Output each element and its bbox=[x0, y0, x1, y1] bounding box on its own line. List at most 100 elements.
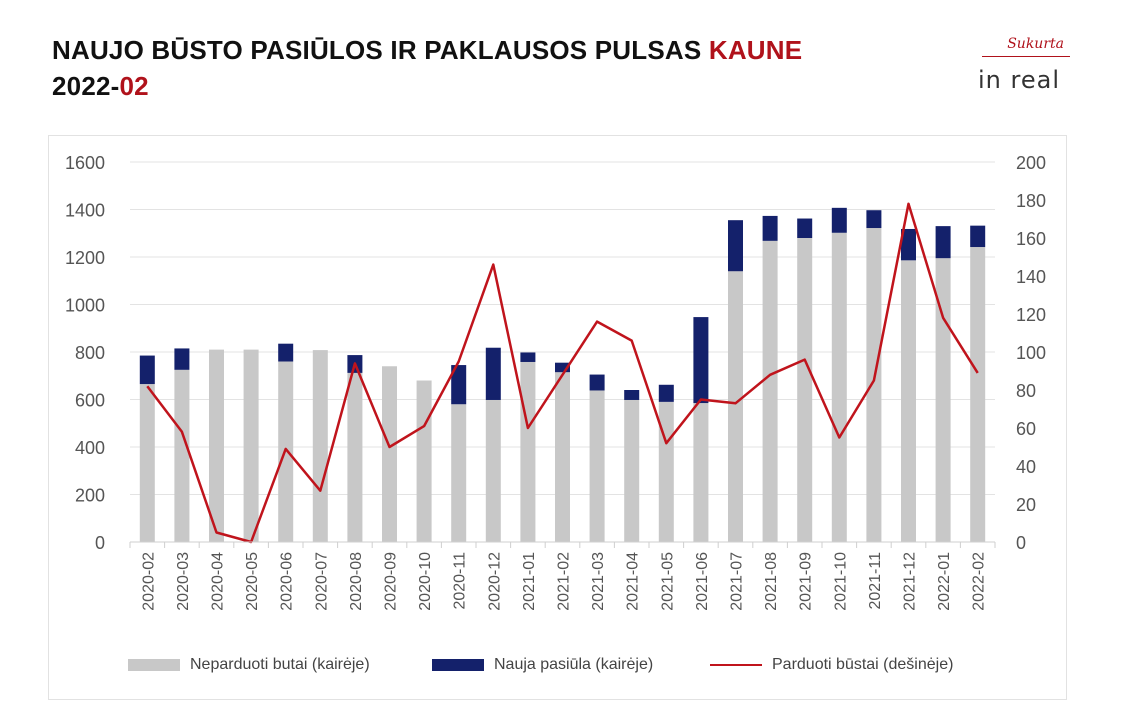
bar-unsold bbox=[555, 372, 570, 542]
bar-new-supply bbox=[866, 210, 882, 229]
bar-unsold bbox=[174, 369, 190, 542]
right-tick-label: 80 bbox=[1016, 381, 1036, 401]
bar-unsold bbox=[312, 350, 328, 542]
x-tick-label: 2020-12 bbox=[486, 552, 503, 611]
bar-new-supply bbox=[624, 390, 640, 400]
bar-unsold bbox=[485, 399, 501, 542]
bar-new-supply bbox=[728, 220, 743, 272]
bar-new-supply bbox=[174, 348, 190, 370]
x-tick-label: 2021-05 bbox=[659, 552, 676, 611]
x-tick-label: 2021-11 bbox=[867, 552, 884, 610]
bar-new-supply bbox=[901, 228, 916, 261]
bar-unsold bbox=[382, 366, 397, 542]
bar-unsold bbox=[624, 399, 640, 542]
x-tick-label: 2021-03 bbox=[590, 552, 607, 611]
bar-new-supply bbox=[935, 226, 951, 259]
legend-label-sold: Parduoti būstai (dešinėje) bbox=[772, 656, 954, 673]
x-tick-label: 2020-10 bbox=[417, 552, 434, 611]
bar-unsold bbox=[658, 401, 674, 542]
x-tick-label: 2020-03 bbox=[175, 552, 192, 611]
right-tick-label: 40 bbox=[1016, 457, 1036, 477]
x-tick-label: 2021-04 bbox=[625, 552, 642, 611]
left-tick-label: 600 bbox=[75, 391, 105, 411]
legend-label-unsold: Neparduoti butai (kairėje) bbox=[190, 656, 370, 673]
x-tick-label: 2022-01 bbox=[936, 552, 953, 611]
legend: Neparduoti butai (kairėje) Nauja pasiūla… bbox=[120, 652, 1020, 678]
title-line-2: 2022-02 bbox=[52, 68, 802, 104]
bar-unsold bbox=[866, 228, 882, 542]
bar-unsold bbox=[520, 361, 536, 542]
logo-underline bbox=[982, 56, 1070, 57]
title-month: 02 bbox=[119, 71, 149, 101]
bar-new-supply bbox=[658, 384, 674, 402]
left-tick-label: 400 bbox=[75, 438, 105, 458]
right-tick-label: 100 bbox=[1016, 343, 1046, 363]
logo-tagline: Sukurta bbox=[1007, 36, 1064, 52]
bar-new-supply bbox=[831, 207, 847, 233]
bar-unsold bbox=[762, 240, 778, 542]
title-city: KAUNE bbox=[708, 35, 803, 65]
left-axis-labels: 0 200 400 600 800 1000 1200 1400 1600 bbox=[65, 153, 105, 553]
bar-new-supply bbox=[451, 365, 467, 405]
x-tick-label: 2020-09 bbox=[383, 552, 400, 611]
sales-line bbox=[146, 202, 979, 544]
title-line2-main: 2022- bbox=[52, 71, 120, 101]
x-tick-label: 2022-02 bbox=[971, 552, 988, 611]
x-tick-label: 2020-11 bbox=[452, 552, 469, 610]
bar-unsold bbox=[209, 349, 224, 542]
legend-item-sold: Parduoti būstai (dešinėje) bbox=[710, 652, 953, 678]
left-tick-label: 1200 bbox=[65, 248, 105, 268]
left-tick-label: 0 bbox=[95, 533, 105, 553]
x-tick-label: 2020-04 bbox=[210, 552, 227, 611]
bar-new-supply bbox=[762, 215, 778, 241]
left-tick-label: 1000 bbox=[65, 296, 105, 316]
bar-unsold bbox=[970, 247, 986, 542]
left-tick-label: 1600 bbox=[65, 153, 105, 173]
legend-item-new-supply: Nauja pasiūla (kairėje) bbox=[432, 652, 653, 678]
bar-unsold bbox=[451, 404, 467, 542]
x-tick-label: 2021-12 bbox=[902, 552, 919, 611]
title-line-1: NAUJO BŪSTO PASIŪLOS IR PAKLAUSOS PULSAS… bbox=[52, 32, 802, 68]
bar-new-supply bbox=[139, 355, 155, 385]
bar-unsold bbox=[728, 271, 743, 542]
legend-swatch-unsold bbox=[128, 659, 180, 671]
left-tick-label: 800 bbox=[75, 343, 105, 363]
right-axis-labels: 0 20 40 60 80 100 120 140 160 180 200 bbox=[1016, 153, 1046, 553]
bar-new-supply bbox=[589, 374, 605, 391]
bar-new-supply bbox=[797, 218, 813, 238]
x-tick-label: 2021-07 bbox=[729, 552, 746, 611]
right-tick-label: 180 bbox=[1016, 191, 1046, 211]
legend-swatch-new-supply bbox=[432, 659, 484, 671]
x-tick-label: 2021-01 bbox=[521, 552, 538, 611]
x-tick-label: 2020-08 bbox=[348, 552, 365, 611]
bar-unsold bbox=[831, 232, 847, 542]
bar-new-supply bbox=[970, 225, 986, 248]
bar-new-supply bbox=[555, 362, 570, 373]
right-tick-label: 140 bbox=[1016, 267, 1046, 287]
bar-new-supply bbox=[520, 352, 536, 362]
bar-new-supply bbox=[278, 343, 294, 362]
right-tick-label: 60 bbox=[1016, 419, 1036, 439]
right-tick-label: 120 bbox=[1016, 305, 1046, 325]
bar-unsold bbox=[901, 260, 916, 542]
x-tick-label: 2021-10 bbox=[832, 552, 849, 611]
bar-new-supply bbox=[693, 317, 709, 404]
legend-item-unsold: Neparduoti butai (kairėje) bbox=[128, 652, 370, 678]
x-tick-label: 2020-05 bbox=[244, 552, 261, 611]
x-tick-label: 2021-02 bbox=[556, 552, 573, 611]
right-tick-label: 200 bbox=[1016, 153, 1046, 173]
x-tick-label: 2020-07 bbox=[313, 552, 330, 611]
chart-title: NAUJO BŪSTO PASIŪLOS IR PAKLAUSOS PULSAS… bbox=[52, 32, 802, 104]
legend-swatch-sold bbox=[710, 664, 762, 666]
bar-unsold bbox=[935, 258, 951, 542]
x-tick-label: 2021-09 bbox=[798, 552, 815, 611]
title-line1-main: NAUJO BŪSTO PASIŪLOS IR PAKLAUSOS PULSAS bbox=[52, 35, 709, 65]
right-tick-label: 20 bbox=[1016, 495, 1036, 515]
bar-unsold bbox=[797, 238, 813, 542]
bar-unsold bbox=[693, 403, 709, 542]
bar-unsold bbox=[416, 380, 432, 542]
x-tick-label: 2020-02 bbox=[140, 552, 157, 611]
legend-label-new-supply: Nauja pasiūla (kairėje) bbox=[494, 656, 654, 673]
x-tick-label: 2020-06 bbox=[279, 552, 296, 611]
